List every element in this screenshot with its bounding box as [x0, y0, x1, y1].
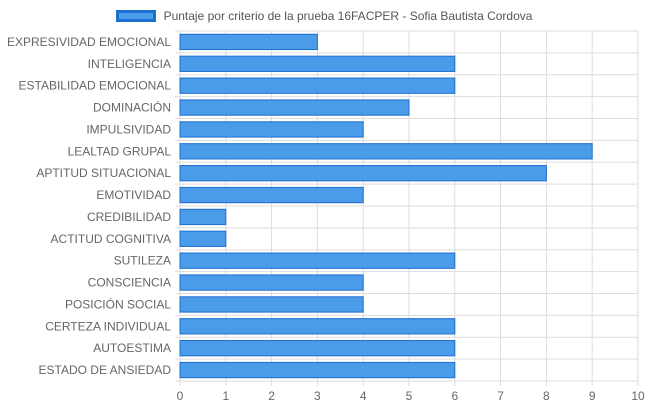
bar-4[interactable]	[179, 99, 410, 116]
bar-2[interactable]	[179, 55, 456, 72]
bar-3[interactable]	[179, 77, 456, 94]
x-tick-label: 0	[177, 389, 184, 403]
x-tick-label: 2	[268, 389, 275, 403]
category-label: POSICIÓN SOCIAL	[65, 296, 171, 311]
chart-legend[interactable]: Puntaje por criterio de la prueba 16FACP…	[0, 7, 648, 25]
category-label: CONSCIENCIA	[88, 276, 171, 290]
category-label: DOMINACIÓN	[93, 100, 171, 115]
bar-14[interactable]	[179, 318, 456, 335]
x-tick-label: 4	[360, 389, 367, 403]
category-label: CERTEZA INDIVIDUAL	[45, 319, 171, 333]
x-tick-label: 1	[222, 389, 229, 403]
bar-15[interactable]	[179, 340, 456, 357]
bar-9[interactable]	[179, 208, 227, 226]
bar-16[interactable]	[179, 361, 456, 379]
bar-5[interactable]	[179, 121, 364, 138]
bar-10[interactable]	[179, 230, 227, 247]
bar-8[interactable]	[179, 186, 364, 204]
category-label: IMPULSIVIDAD	[86, 122, 171, 136]
category-label: CREDIBILIDAD	[87, 210, 171, 224]
category-label: EXPRESIVIDAD EMOCIONAL	[7, 35, 171, 49]
bar-6[interactable]	[179, 143, 593, 160]
category-label: INTELIGENCIA	[88, 57, 171, 71]
category-label: ACTITUD COGNITIVA	[51, 232, 171, 246]
category-label: SUTILEZA	[114, 254, 171, 268]
category-label: AUTOESTIMA	[93, 341, 171, 355]
legend-label: Puntaje por criterio de la prueba 16FACP…	[163, 9, 533, 23]
category-label: APTITUD SITUACIONAL	[36, 166, 171, 180]
category-label: LEALTAD GRUPAL	[68, 144, 172, 158]
bar-11[interactable]	[179, 252, 456, 269]
bar-13[interactable]	[179, 296, 364, 313]
x-tick-label: 3	[314, 389, 321, 403]
x-tick-label: 8	[543, 389, 550, 403]
bar-12[interactable]	[179, 274, 364, 291]
x-tick-label: 6	[451, 389, 458, 403]
x-tick-label: 9	[589, 389, 596, 403]
category-label: EMOTIVIDAD	[96, 188, 171, 202]
x-tick-label: 5	[406, 389, 413, 403]
x-tick-label: 10	[631, 389, 645, 403]
x-tick-label: 7	[497, 389, 504, 403]
bar-7[interactable]	[179, 165, 547, 182]
category-label: ESTADO DE ANSIEDAD	[39, 363, 172, 377]
bar-1[interactable]	[179, 33, 318, 51]
category-label: ESTABILIDAD EMOCIONAL	[19, 79, 172, 93]
legend-swatch	[115, 10, 156, 22]
